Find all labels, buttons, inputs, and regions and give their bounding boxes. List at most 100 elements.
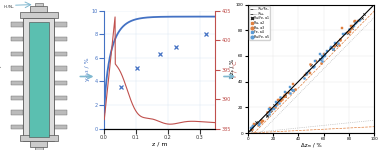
Point [290,89,296,91]
Bar [54,110,67,115]
Point [327,47,333,49]
Point [290,89,296,91]
Point [251,125,257,127]
Point [268,108,274,111]
X-axis label: Δzₘ / %: Δzₘ / % [301,143,321,148]
Point [355,20,361,23]
Point [348,27,354,29]
Point [253,121,259,123]
Bar [54,37,67,41]
Point [271,108,277,110]
Point [249,125,255,128]
Point [330,48,336,50]
Bar [11,52,23,56]
Point [249,128,256,131]
Point [357,19,363,21]
Point [349,26,355,29]
Bar [11,96,23,100]
Bar [11,110,23,115]
Text: H₂/N₂: H₂/N₂ [4,5,14,9]
Point [248,129,254,132]
Bar [11,22,23,27]
Point [256,122,262,124]
Point [304,73,310,75]
Bar [30,6,47,12]
Point [317,59,323,61]
Point [268,107,274,110]
Text: Ru/Fe Catalyst: Ru/Fe Catalyst [0,61,2,92]
Bar [11,125,23,129]
Bar [34,3,43,6]
Y-axis label: yₙₕ₃ / %: yₙₕ₃ / % [85,58,90,81]
Legend: --- Ru/Feₙ, --- Ruₙ, Ru/Fe, a1, Ru, a2, Ru, a3, Fe, a4, Ru/Fe, a5: --- Ru/Feₙ, --- Ruₙ, Ru/Fe, a1, Ru, a2, … [249,6,270,40]
Point [279,98,285,100]
Point [317,52,323,55]
Point [313,60,319,63]
Point [336,44,342,46]
Point [273,105,279,107]
Bar [54,52,67,56]
Point [347,31,353,33]
Point [359,17,365,19]
Y-axis label: Δzₐ / %: Δzₐ / % [229,59,234,78]
Point [319,54,325,57]
Point [350,24,356,27]
Point [344,31,350,34]
Point [271,104,277,107]
Point [260,119,266,122]
Point [337,38,343,40]
Bar [23,18,54,141]
Point [317,58,323,60]
Point [251,123,257,125]
Point [348,24,354,27]
Bar [11,81,23,85]
Point [333,43,339,45]
Point [340,32,346,35]
Point [346,28,352,31]
Bar [20,135,57,141]
Point [290,82,296,85]
Point [302,73,308,75]
Point [258,121,264,123]
Point [324,50,330,52]
Point [308,64,314,66]
Point [346,28,352,31]
Point [282,94,288,97]
Point [361,13,367,16]
Bar [54,22,67,27]
Point [351,19,357,22]
Y-axis label: T / °C: T / °C [232,61,237,78]
Point [301,77,307,79]
Point [276,101,282,104]
Point [282,95,288,97]
Point [317,58,323,60]
Bar [20,12,57,18]
Bar [30,141,47,147]
Point [268,109,274,111]
Point [333,44,339,47]
Point [286,92,292,95]
Point [277,96,284,98]
Point [318,58,324,60]
Point [342,32,348,34]
Point [275,99,281,101]
Point [320,54,326,57]
X-axis label: z / m: z / m [152,141,167,146]
Point [353,20,359,23]
Point [287,92,293,95]
Point [352,20,358,22]
Point [317,58,323,60]
Point [267,109,273,112]
Point [264,114,270,116]
Point [335,42,341,44]
Point [276,99,282,101]
Point [292,87,298,90]
Point [248,127,254,129]
Point [256,123,262,126]
Point [287,85,293,88]
Bar [54,81,67,85]
Point [307,72,313,74]
Point [302,74,308,76]
Bar [29,22,48,137]
Point [303,72,309,74]
